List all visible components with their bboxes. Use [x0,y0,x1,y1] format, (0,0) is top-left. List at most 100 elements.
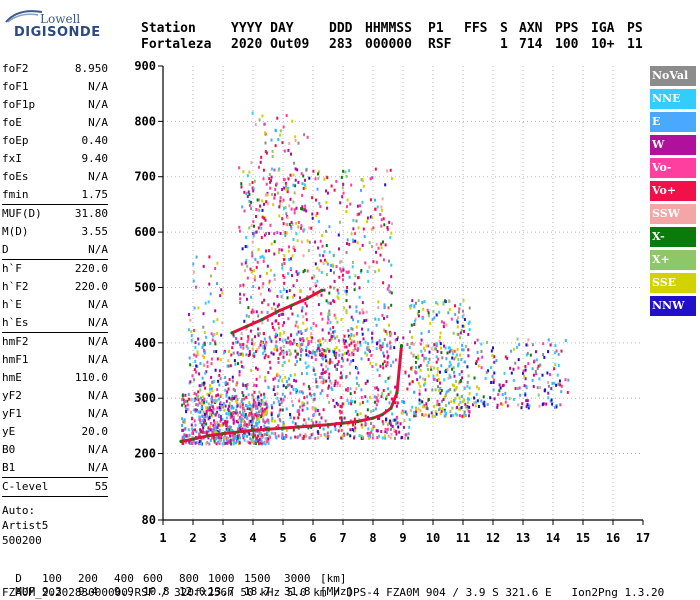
echo-point [338,425,341,429]
echo-point [468,405,471,409]
echo-point [263,202,265,206]
echo-point [361,400,364,404]
echo-point [512,347,515,351]
echo-point [483,404,486,408]
echo-point [387,354,390,358]
echo-point [446,351,449,355]
echo-point [403,419,406,422]
echo-point [442,302,445,306]
echo-point [192,440,195,443]
echo-point [267,385,270,389]
echo-point [377,417,379,420]
echo-point [321,371,324,375]
echo-point [200,402,203,406]
echo-point [389,390,392,394]
echo-point [279,408,282,412]
echo-point [320,380,323,384]
echo-point [291,342,294,346]
echo-point [432,309,435,313]
echo-point [374,317,377,321]
param-divider [2,259,108,260]
echo-point [253,224,255,228]
echo-point [441,399,444,403]
echo-point [342,359,345,363]
echo-point [278,314,281,317]
echo-point [210,414,213,418]
echo-point [257,248,260,252]
echo-point [311,276,314,280]
echo-point [228,402,231,406]
echo-point [209,342,212,345]
echo-point [256,348,259,352]
echo-point [300,172,303,176]
echo-point [279,202,282,206]
echo-point [201,382,204,386]
echo-point [443,408,446,412]
echo-point [265,232,267,235]
echo-point [240,413,243,417]
echo-point [383,303,386,307]
echo-point [505,380,508,384]
echo-point [218,428,221,432]
echo-point [387,387,390,391]
echo-point [257,442,260,446]
echo-point [312,349,315,353]
echo-point [267,437,270,441]
echo-point [386,344,389,348]
echo-point [408,382,411,386]
echo-point [357,276,359,280]
echo-point [311,336,314,340]
echo-point [388,330,391,334]
echo-point [269,337,272,341]
echo-point [406,343,409,346]
echo-point [361,327,363,331]
echo-point [204,386,207,390]
echo-point [390,263,393,267]
echo-point [286,190,289,194]
echo-point [281,434,284,437]
echo-point [271,193,274,196]
header-p1-label: P1 [428,21,444,36]
echo-point [438,408,440,412]
echo-point [512,367,515,371]
echo-point [340,436,343,440]
echo-point [377,300,380,304]
header-iga-value: 10+ [591,37,615,52]
echo-point [252,310,255,314]
echo-point [349,434,352,438]
echo-point [285,289,288,293]
x-tick-label: 9 [399,531,406,545]
echo-point [422,359,425,363]
echo-point [202,414,205,418]
echo-point [444,410,447,414]
echo-point [283,262,286,265]
echo-point [410,342,413,346]
echo-point [261,341,264,345]
echo-point [255,384,258,388]
echo-point [192,270,195,274]
echo-point [339,220,341,224]
echo-point [317,246,320,250]
echo-point [448,373,451,377]
echo-point [349,428,352,432]
echo-point [443,414,446,418]
echo-point [350,327,353,330]
echo-point [345,299,348,303]
echo-point [341,195,344,199]
echo-point [423,383,425,387]
echo-point [459,379,462,383]
echo-point [197,342,200,346]
echo-point [202,425,205,429]
echo-point [290,385,293,389]
echo-point [246,425,249,429]
header-pps-value: 100 [555,37,579,52]
echo-point [272,401,275,405]
echo-point [290,306,292,310]
row-value: 100 [42,572,62,585]
echo-point [294,324,297,328]
echo-point [313,274,316,278]
echo-point [314,373,317,377]
echo-point [457,333,460,336]
echo-point [247,306,250,310]
echo-point [247,393,250,397]
